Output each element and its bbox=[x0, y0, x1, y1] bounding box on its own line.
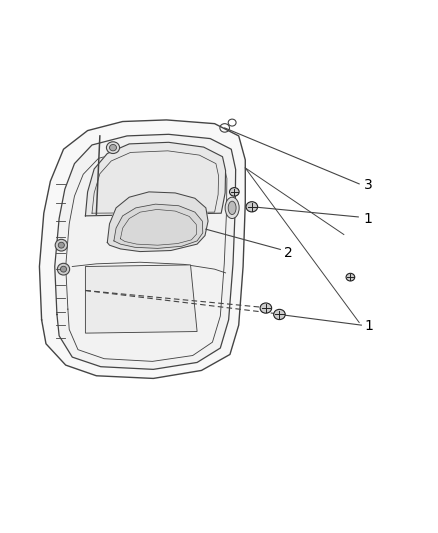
Polygon shape bbox=[39, 120, 245, 378]
Text: 3: 3 bbox=[364, 179, 373, 192]
Polygon shape bbox=[55, 134, 236, 369]
Text: 1: 1 bbox=[364, 319, 373, 333]
Text: 1: 1 bbox=[364, 212, 372, 225]
Ellipse shape bbox=[246, 201, 258, 212]
Ellipse shape bbox=[228, 201, 236, 215]
Ellipse shape bbox=[260, 303, 272, 313]
Ellipse shape bbox=[106, 142, 120, 154]
Ellipse shape bbox=[110, 144, 117, 151]
Ellipse shape bbox=[346, 273, 355, 281]
Ellipse shape bbox=[60, 266, 67, 272]
Ellipse shape bbox=[55, 239, 67, 251]
Polygon shape bbox=[85, 265, 197, 333]
Polygon shape bbox=[85, 142, 226, 216]
Ellipse shape bbox=[230, 188, 239, 196]
Ellipse shape bbox=[58, 242, 64, 248]
Polygon shape bbox=[107, 192, 208, 252]
Text: 2: 2 bbox=[284, 246, 293, 260]
Ellipse shape bbox=[274, 309, 285, 320]
Ellipse shape bbox=[225, 197, 239, 219]
Polygon shape bbox=[114, 204, 203, 248]
Ellipse shape bbox=[57, 263, 70, 275]
